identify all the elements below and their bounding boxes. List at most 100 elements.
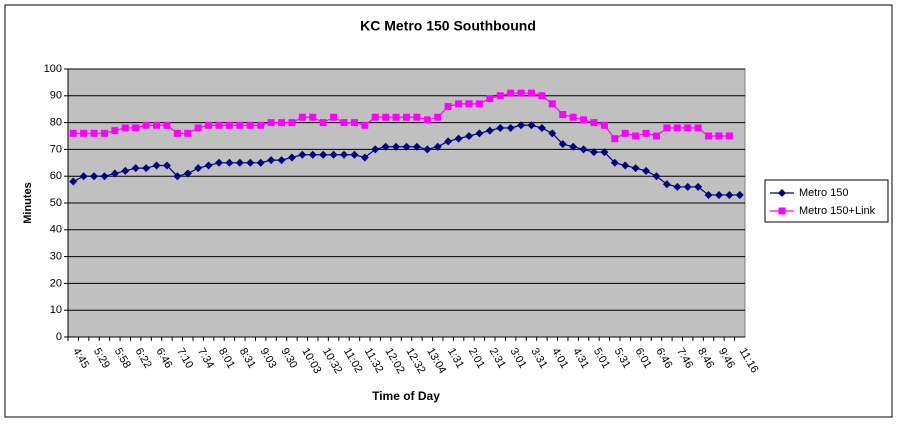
data-point (287, 153, 296, 162)
data-point (590, 119, 598, 127)
y-tick-label: 20 (50, 277, 62, 289)
data-point (475, 129, 484, 138)
data-point (652, 132, 660, 140)
y-tick-label: 10 (50, 304, 62, 316)
data-point (735, 190, 744, 199)
data-point (642, 129, 650, 137)
data-point (79, 172, 88, 181)
chart-title: KC Metro 150 Southbound (360, 18, 536, 34)
data-point (236, 121, 244, 129)
data-point (548, 100, 556, 108)
data-point (434, 113, 442, 121)
data-point (184, 129, 192, 137)
data-point (485, 126, 494, 135)
data-point (538, 92, 546, 100)
data-point (277, 156, 286, 165)
data-point (579, 145, 588, 154)
data-point (204, 161, 213, 170)
data-point (256, 158, 265, 167)
data-point (298, 113, 306, 121)
data-point (517, 121, 526, 130)
data-point (371, 113, 379, 121)
data-point (600, 121, 608, 129)
data-point (705, 132, 713, 140)
data-point (694, 124, 702, 132)
data-point (308, 150, 317, 159)
data-point (360, 153, 369, 162)
data-point (464, 132, 473, 140)
data-point (215, 121, 223, 129)
x-axis-label: Time of Day (372, 389, 440, 403)
data-point (278, 119, 286, 127)
data-point (423, 145, 432, 154)
data-point (454, 134, 463, 143)
data-point (444, 137, 453, 146)
data-point (121, 166, 130, 175)
data-point (558, 140, 567, 149)
data-point (225, 158, 234, 167)
data-point (527, 89, 535, 97)
data-point (152, 161, 161, 170)
data-point (153, 121, 161, 129)
y-tick-label: 30 (50, 251, 62, 263)
data-point (683, 182, 692, 191)
data-point (673, 124, 681, 132)
series-line (73, 92, 730, 140)
data-point (100, 129, 108, 137)
data-point (267, 119, 275, 127)
data-point (496, 92, 504, 100)
data-point (631, 164, 640, 173)
data-point (80, 129, 88, 137)
data-point (142, 121, 150, 129)
data-point (527, 121, 536, 130)
data-point (163, 121, 171, 129)
data-point (288, 119, 296, 127)
data-point (569, 142, 578, 151)
data-point (194, 124, 202, 132)
data-point (340, 119, 348, 127)
data-point (205, 121, 213, 129)
data-point (257, 121, 265, 129)
data-point (225, 121, 233, 129)
data-point (621, 161, 630, 170)
data-point (319, 150, 328, 159)
data-point (506, 123, 515, 132)
data-point (382, 113, 390, 121)
data-point (173, 172, 182, 181)
data-point (465, 100, 473, 108)
data-point (235, 158, 244, 167)
data-point (559, 111, 567, 119)
data-point (580, 116, 588, 124)
data-point (131, 164, 140, 173)
data-point (319, 119, 327, 127)
data-point (350, 150, 359, 159)
data-point (173, 129, 181, 137)
data-point (183, 169, 192, 178)
data-point (361, 121, 369, 129)
data-point (433, 142, 442, 151)
data-point (507, 89, 515, 97)
data-point (90, 129, 98, 137)
data-point (246, 121, 254, 129)
y-tick-label: 0 (56, 331, 62, 343)
data-point (496, 123, 505, 132)
data-point (69, 129, 77, 137)
data-point (215, 158, 224, 167)
data-point (110, 169, 119, 178)
data-point (569, 113, 577, 121)
y-axis-label: Minutes (22, 182, 34, 224)
data-point (642, 166, 651, 175)
data-point (548, 129, 557, 138)
data-point (309, 113, 317, 121)
data-point (652, 172, 661, 181)
data-point (725, 190, 734, 199)
data-point (663, 124, 671, 132)
legend-marker (778, 189, 786, 197)
data-point (111, 127, 119, 135)
data-point (132, 124, 140, 132)
data-point (381, 142, 390, 151)
data-point (621, 129, 629, 137)
data-point (444, 103, 452, 111)
data-point (486, 94, 494, 102)
